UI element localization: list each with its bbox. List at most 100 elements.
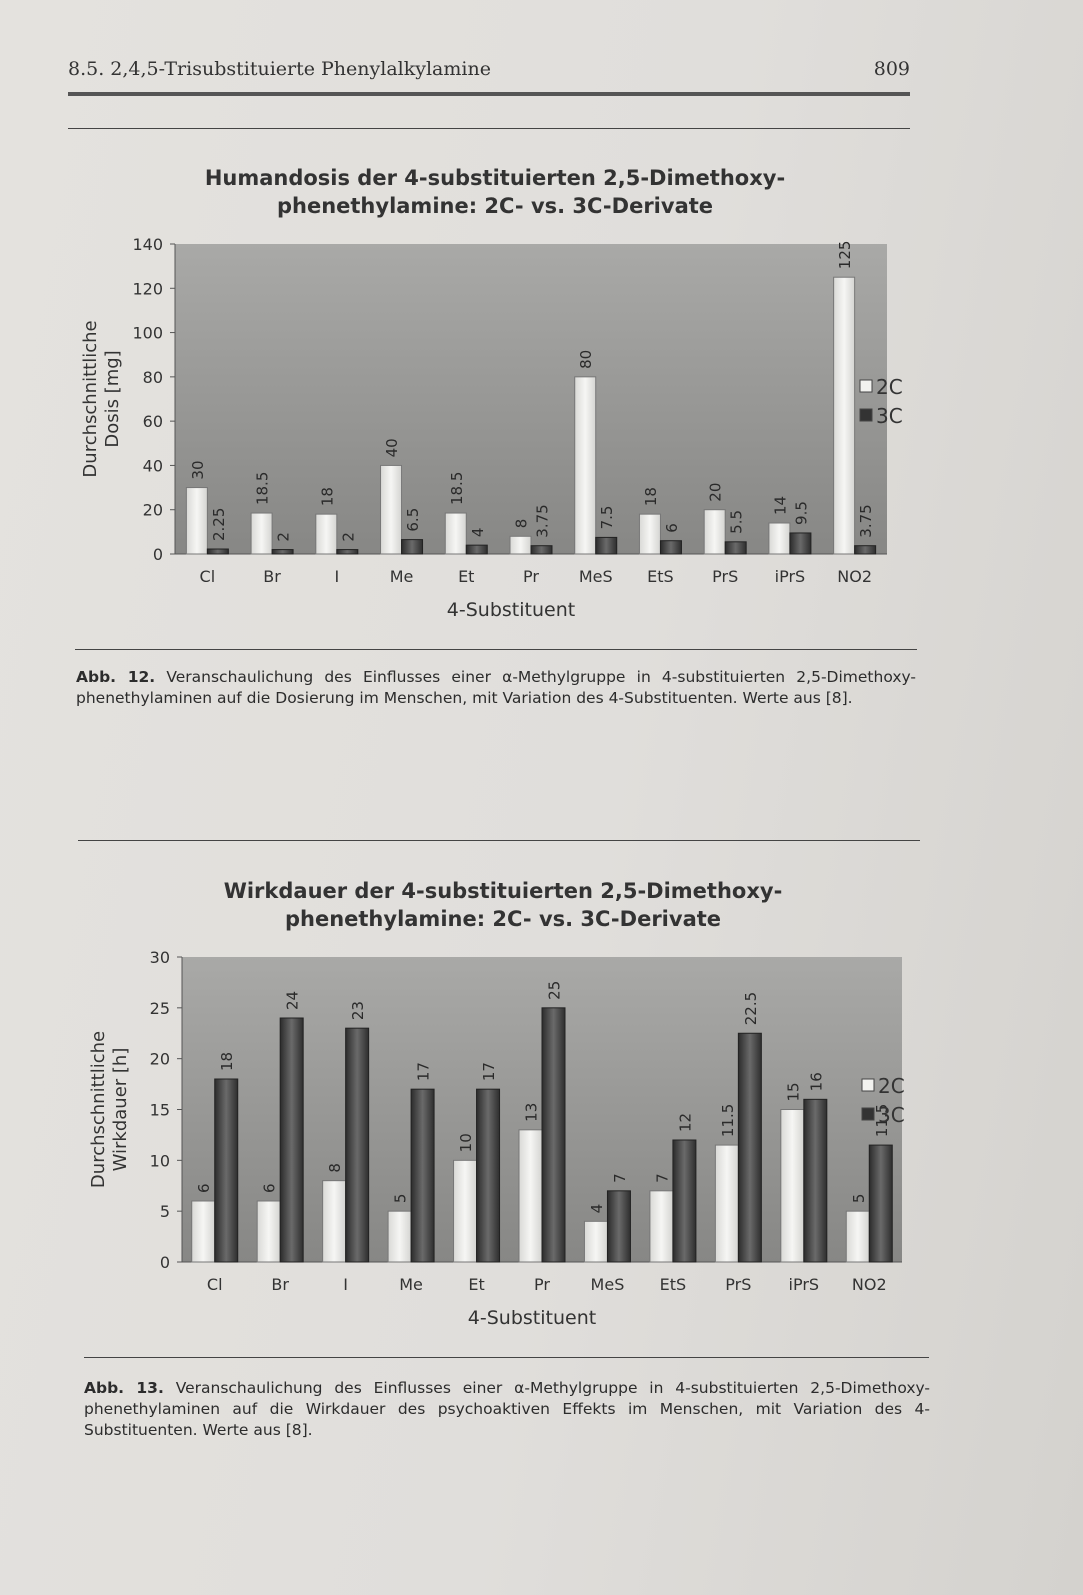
bar-2c bbox=[574, 376, 597, 555]
data-label: 18 bbox=[318, 487, 336, 506]
bar-3c bbox=[724, 541, 747, 555]
bar-2c bbox=[191, 1200, 216, 1263]
data-label: 8 bbox=[513, 519, 531, 529]
y-tick-label: 60 bbox=[143, 412, 163, 431]
x-tick-label: I bbox=[334, 567, 339, 586]
data-label: 6.5 bbox=[404, 508, 422, 532]
data-label: 11.5 bbox=[873, 1104, 891, 1137]
caption-text: Veranschaulichung des Einflusses einer α… bbox=[76, 668, 916, 707]
bar-2c bbox=[845, 1210, 870, 1263]
y-tick-label: 120 bbox=[132, 279, 163, 298]
figure-caption-13: Abb. 13. Veranschaulichung des Einflusse… bbox=[84, 1378, 930, 1441]
rule-top-chart2 bbox=[78, 840, 920, 841]
bar-2c bbox=[518, 1129, 543, 1263]
bar-3c bbox=[868, 1144, 893, 1263]
bar-3c bbox=[672, 1139, 697, 1263]
bar-2c bbox=[250, 512, 273, 555]
chart-title: Humandosis der 4-substituierten 2,5-Dime… bbox=[204, 166, 786, 218]
bar-2c bbox=[509, 535, 532, 555]
data-label: 9.5 bbox=[792, 501, 810, 525]
bar-2c bbox=[714, 1144, 739, 1263]
caption-label: Abb. 13. bbox=[84, 1379, 164, 1397]
legend-swatch-2c bbox=[861, 1078, 875, 1092]
data-label: 22.5 bbox=[742, 992, 760, 1025]
page-number: 809 bbox=[873, 58, 910, 80]
data-label: 13 bbox=[523, 1103, 541, 1122]
y-axis-label: DurchschnittlicheDosis [mg] bbox=[80, 320, 123, 477]
y-tick-label: 0 bbox=[160, 1253, 170, 1272]
x-tick-label: Br bbox=[271, 1275, 289, 1294]
bar-3c bbox=[279, 1017, 304, 1263]
data-label: 4 bbox=[469, 528, 487, 538]
bar-3c bbox=[789, 532, 812, 555]
data-label: 2.25 bbox=[210, 508, 228, 541]
legend-swatch-3c bbox=[861, 1107, 875, 1121]
duration-chart-svg: 0 5 10 15 20 25 30 DurchschnittlicheWirkdauer [… bbox=[88, 948, 905, 1329]
y-tick-label: 0 bbox=[153, 545, 163, 564]
bar-3c bbox=[595, 536, 618, 555]
bar-2c bbox=[322, 1180, 347, 1263]
bar-2c bbox=[444, 512, 467, 555]
x-axis-label: 4-Substituent bbox=[468, 1307, 596, 1329]
dose-chart: Humandosis der 4-substituierten 2,5-Dime… bbox=[70, 160, 920, 630]
bar-2c bbox=[703, 509, 726, 555]
data-label: 11.5 bbox=[719, 1104, 737, 1137]
y-tick-label: 100 bbox=[132, 324, 163, 343]
x-tick-label: EtS bbox=[660, 1275, 687, 1294]
data-label: 18 bbox=[218, 1052, 236, 1071]
bar-3c bbox=[541, 1007, 566, 1263]
y-tick-label: 30 bbox=[150, 948, 170, 967]
bar-2c bbox=[315, 513, 338, 555]
x-tick-label: Cl bbox=[200, 567, 216, 586]
data-label: 17 bbox=[480, 1062, 498, 1081]
data-label: 3.75 bbox=[857, 504, 875, 537]
data-label: 7.5 bbox=[598, 506, 616, 530]
dose-chart-svg: 0 20 40 60 80 100 120 140 DurchschnittlicheDosis… bbox=[80, 235, 903, 621]
data-label: 23 bbox=[349, 1001, 367, 1020]
bar-3c bbox=[401, 539, 424, 555]
y-tick-label: 40 bbox=[143, 456, 163, 475]
x-tick-label: PrS bbox=[725, 1275, 751, 1294]
data-label: 80 bbox=[577, 350, 595, 369]
bar-2c bbox=[780, 1109, 805, 1263]
data-label: 125 bbox=[836, 241, 854, 270]
figure-caption-12: Abb. 12. Veranschaulichung des Einflusse… bbox=[76, 667, 916, 709]
data-label: 12 bbox=[676, 1113, 694, 1132]
data-label: 6 bbox=[195, 1183, 213, 1193]
bar-2c bbox=[453, 1159, 478, 1263]
legend-entry: 2C bbox=[878, 1074, 905, 1098]
data-label: 2 bbox=[339, 532, 357, 542]
bar-3c bbox=[465, 544, 488, 555]
bar-3c bbox=[737, 1032, 762, 1263]
x-tick-label: EtS bbox=[647, 567, 674, 586]
bar-2c bbox=[380, 464, 403, 555]
running-head-title: 8.5. 2,4,5-Trisubstituierte Phenylalkyla… bbox=[68, 58, 491, 80]
x-tick-label: Cl bbox=[207, 1275, 223, 1294]
bar-2c bbox=[833, 276, 856, 555]
bar-3c bbox=[345, 1027, 370, 1263]
y-tick-label: 25 bbox=[150, 999, 170, 1018]
y-tick-label: 20 bbox=[143, 501, 163, 520]
data-label: 15 bbox=[784, 1082, 802, 1101]
bar-3c bbox=[476, 1088, 501, 1263]
x-tick-label: NO2 bbox=[852, 1275, 887, 1294]
x-tick-label: Pr bbox=[534, 1275, 550, 1294]
data-label: 30 bbox=[189, 460, 207, 479]
bar-3c bbox=[271, 549, 294, 555]
data-label: 17 bbox=[415, 1062, 433, 1081]
data-label: 25 bbox=[546, 981, 564, 1000]
bar-2c bbox=[256, 1200, 281, 1263]
data-label: 16 bbox=[807, 1072, 825, 1091]
bar-3c bbox=[530, 545, 553, 555]
y-tick-label: 140 bbox=[132, 235, 163, 254]
data-label: 7 bbox=[653, 1173, 671, 1183]
x-tick-label: iPrS bbox=[775, 567, 806, 586]
rule-bottom-chart2 bbox=[84, 1357, 929, 1358]
legend-swatch-2c bbox=[859, 379, 873, 393]
data-label: 3.75 bbox=[534, 504, 552, 537]
data-label: 14 bbox=[771, 496, 789, 515]
data-label: 24 bbox=[284, 991, 302, 1010]
x-tick-label: NO2 bbox=[837, 567, 872, 586]
data-label: 6 bbox=[261, 1183, 279, 1193]
